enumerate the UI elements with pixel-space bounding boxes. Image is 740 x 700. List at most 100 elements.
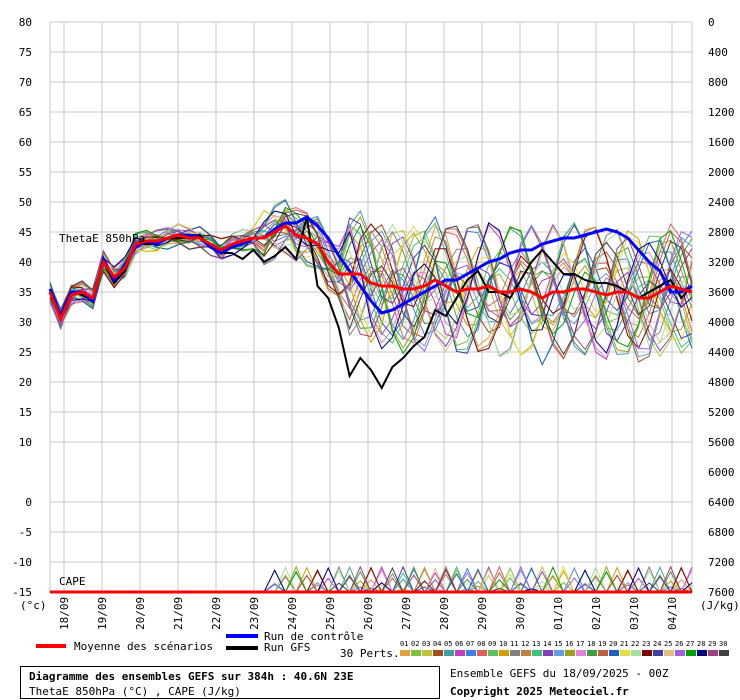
x-tick-label: 30/09	[514, 597, 527, 630]
x-tick-label: 01/10	[552, 597, 565, 630]
right-tick-label: 6400	[708, 496, 735, 509]
left-tick-label: 0	[25, 496, 32, 509]
left-tick-label: -10	[12, 556, 32, 569]
pert-number: 12	[521, 640, 530, 648]
right-unit-label: (J/kg)	[700, 599, 740, 612]
x-tick-label: 27/09	[400, 597, 413, 630]
pert-number: 06	[455, 640, 464, 648]
right-tick-label: 2400	[708, 196, 735, 209]
pert-number: 08	[477, 640, 486, 648]
left-tick-label: 30	[19, 316, 32, 329]
pert-swatch	[631, 650, 641, 656]
left-tick-label: 70	[19, 76, 32, 89]
left-tick-label: 15	[19, 406, 32, 419]
pert-number: 18	[587, 640, 596, 648]
right-tick-label: 3600	[708, 286, 735, 299]
legend-gfs-label: Run GFS	[264, 641, 311, 654]
pert-swatch	[587, 650, 597, 656]
pert-number: 28	[697, 640, 706, 648]
right-tick-label: 2000	[708, 166, 735, 179]
pert-swatch	[686, 650, 696, 656]
right-tick-label: 400	[708, 46, 728, 59]
pert-number: 29	[708, 640, 717, 648]
perturbation-numbers: 01 02 03 04 05 06 07 08 09 10 11 12 13 14 15 16 17 18 19 20…	[400, 640, 730, 648]
pert-swatch	[609, 650, 619, 656]
left-tick-label: 50	[19, 196, 32, 209]
pert-swatch	[532, 650, 542, 656]
pert-number: 02	[411, 640, 420, 648]
left-unit-label: (°c)	[20, 599, 47, 612]
x-tick-label: 20/09	[134, 597, 147, 630]
right-tick-label: 4400	[708, 346, 735, 359]
right-tick-label: 3200	[708, 256, 735, 269]
legend-mean-label: Moyenne des scénarios	[74, 640, 214, 653]
right-tick-label: 1600	[708, 136, 735, 149]
pert-swatch	[422, 650, 432, 656]
right-tick-label: 6800	[708, 526, 735, 539]
pert-swatch	[488, 650, 498, 656]
left-tick-label: -5	[19, 526, 32, 539]
pert-swatch	[521, 650, 531, 656]
perturbation-swatches	[400, 650, 730, 656]
pert-swatch	[411, 650, 421, 656]
left-tick-label: 60	[19, 136, 32, 149]
x-tick-label: 26/09	[362, 597, 375, 630]
main-series-lines	[48, 215, 693, 594]
pert-number: 14	[543, 640, 552, 648]
perturbation-line	[49, 218, 693, 355]
x-tick-label: 28/09	[438, 597, 451, 630]
left-tick-label: 55	[19, 166, 32, 179]
x-tick-label: 22/09	[210, 597, 223, 630]
pert-number: 04	[433, 640, 442, 648]
left-tick-label: 75	[19, 46, 32, 59]
right-axis-ticks: 7600720068006400600056005200480044004000…	[708, 16, 735, 599]
right-tick-label: 4000	[708, 316, 735, 329]
perturbation-line	[49, 199, 693, 366]
pert-swatch	[708, 650, 718, 656]
pert-swatch	[433, 650, 443, 656]
perturbation-line	[49, 216, 693, 353]
left-tick-label: 25	[19, 346, 32, 359]
legend-control-label: Run de contrôle	[264, 630, 364, 643]
right-tick-label: 7200	[708, 556, 735, 569]
pert-number: 19	[598, 640, 607, 648]
pert-swatch	[400, 650, 410, 656]
pert-swatch	[598, 650, 608, 656]
x-tick-label: 04/10	[666, 597, 679, 630]
pert-swatch	[697, 650, 707, 656]
pert-number: 23	[642, 640, 651, 648]
left-tick-label: 20	[19, 376, 32, 389]
left-tick-label: 40	[19, 256, 32, 269]
x-tick-label: 18/09	[58, 597, 71, 630]
right-tick-label: 5200	[708, 406, 735, 419]
pert-number: 16	[565, 640, 574, 648]
control-line	[48, 215, 693, 320]
pert-number: 27	[686, 640, 695, 648]
pert-number: 17	[576, 640, 585, 648]
perturbation-line	[49, 212, 693, 356]
pert-swatch	[719, 650, 729, 656]
pert-swatch	[620, 650, 630, 656]
pert-swatch	[565, 650, 575, 656]
pert-number: 09	[488, 640, 497, 648]
chart-subtitle: ThetaE 850hPa (°C) , CAPE (J/kg)	[29, 685, 241, 698]
pert-number: 07	[466, 640, 475, 648]
legend-mean-swatch	[36, 644, 66, 648]
left-tick-label: 10	[19, 436, 32, 449]
perturbation-line	[49, 206, 693, 355]
right-tick-label: 7600	[708, 586, 735, 599]
left-tick-label: -15	[12, 586, 32, 599]
pert-number: 13	[532, 640, 541, 648]
pert-number: 01	[400, 640, 409, 648]
pert-number: 21	[620, 640, 629, 648]
right-tick-label: 800	[708, 76, 728, 89]
pert-swatch	[675, 650, 685, 656]
pert-number: 24	[653, 640, 662, 648]
left-tick-label: 45	[19, 226, 32, 239]
x-axis-labels: 18/09 19/09 20/09 21/09 22/09 23/09 24/09 25/09…	[58, 597, 679, 630]
right-tick-label: 6000	[708, 466, 735, 479]
x-tick-label: 25/09	[324, 597, 337, 630]
pert-number: 11	[510, 640, 519, 648]
x-tick-label: 21/09	[172, 597, 185, 630]
pert-swatch	[642, 650, 652, 656]
